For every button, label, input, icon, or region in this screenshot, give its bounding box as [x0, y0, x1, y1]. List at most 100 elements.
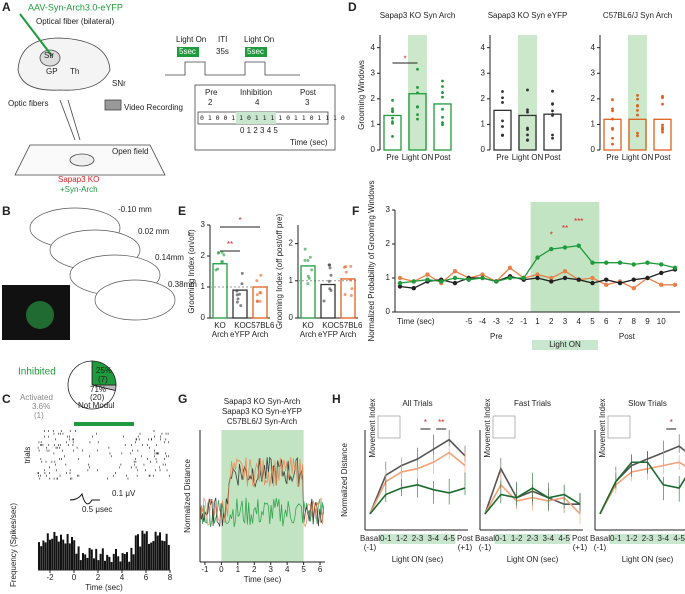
light-box: [532, 340, 598, 350]
x-tick-label: 10: [657, 317, 666, 326]
hist-bar: [42, 540, 45, 570]
x-tick-label: KO Arch: [212, 321, 228, 339]
point: [240, 271, 244, 275]
point: [661, 94, 664, 98]
y-tick-label: 0: [481, 145, 486, 154]
point: [441, 115, 444, 119]
bits: 0 1 0 0 1 1 0 1 1 1 1 0 1 1 0 1 1 1 0: [200, 114, 345, 122]
point: [617, 280, 623, 286]
point: [611, 109, 614, 113]
x-tick-label: 1-2: [396, 534, 408, 543]
point: [501, 101, 504, 104]
x-tick-label: 0-1: [380, 534, 392, 543]
point: [631, 277, 636, 282]
point: [526, 133, 529, 137]
hist-bar: [73, 540, 76, 570]
y-tick-label: 2: [371, 94, 376, 103]
x-label: Light ON (sec): [507, 555, 559, 564]
x-tick-label: Light ON: [512, 153, 544, 162]
y-tick-label: 0: [371, 145, 376, 154]
point: [526, 126, 529, 130]
hist-bar: [167, 544, 170, 570]
y-tick-label: 0: [201, 313, 206, 322]
significance: *: [238, 216, 241, 225]
hist-bar: [108, 556, 111, 570]
inset-label: Movement Index: [598, 398, 607, 457]
x-tick-label: Post: [654, 153, 671, 162]
x-label: Time (sec): [244, 575, 282, 584]
point: [416, 67, 419, 71]
point: [562, 245, 568, 250]
significance: **: [562, 224, 568, 233]
hist-bar: [55, 535, 58, 570]
point: [535, 272, 540, 277]
point: [441, 107, 444, 111]
pie-label: Activated: [20, 393, 53, 402]
x-label: Time (sec): [397, 317, 435, 326]
bar: [543, 113, 562, 151]
point: [216, 251, 220, 255]
pie-value-label: 3.6%: [32, 402, 50, 411]
point: [551, 113, 554, 116]
hist-bar: [93, 558, 95, 570]
point: [235, 289, 239, 293]
level: -0.10 mm: [118, 205, 152, 214]
x-tick-label: 2-3: [642, 534, 654, 543]
y-tick-label: 0: [591, 145, 596, 154]
legend-entry: Sapap3 KO Syn-Arch: [224, 397, 300, 406]
point: [549, 275, 554, 281]
point: [590, 275, 595, 281]
y-tick-label: 3: [386, 205, 391, 214]
point: [661, 123, 664, 127]
y-tick-label: 4: [371, 43, 376, 52]
y-label: Normalized Probability of Grooming Windo…: [367, 181, 376, 342]
x-tick-label: 8: [168, 573, 173, 582]
point: [501, 90, 504, 93]
point: [590, 260, 595, 265]
point: [259, 273, 263, 277]
point: [480, 272, 485, 277]
hist-bar: [49, 539, 51, 570]
light-box: [609, 534, 685, 544]
y-tick-label: 1: [591, 120, 596, 129]
label: 71%: [90, 385, 106, 394]
light-on: Light On: [176, 35, 206, 44]
hist-bar: [79, 560, 82, 570]
hist-bar: [68, 543, 71, 570]
raster-label: trials: [23, 447, 32, 464]
x-tick-label: -1: [520, 317, 528, 326]
x-tick-label: -3: [493, 317, 501, 326]
x-tick-label: 0-1: [495, 534, 507, 543]
pre: Pre: [490, 332, 503, 341]
chart-title: Sapap3 KO Syn Arch: [380, 11, 456, 20]
y-tick-label: 2: [201, 251, 206, 260]
hist-bar: [88, 547, 91, 570]
x-label: Light ON (sec): [392, 555, 444, 564]
y-label: Grooming Windows: [357, 60, 366, 130]
point: [576, 243, 581, 248]
bar: [493, 109, 512, 151]
significance: ***: [574, 217, 583, 226]
point: [611, 142, 614, 146]
hist-bar: [104, 560, 106, 570]
hist-bar: [86, 557, 89, 570]
region: GP: [46, 67, 58, 76]
point: [303, 258, 307, 262]
hist-bar: [71, 536, 73, 570]
point: [222, 253, 226, 257]
point: [636, 131, 639, 135]
hist-bar: [163, 541, 166, 570]
point: [221, 260, 225, 264]
point: [631, 286, 636, 291]
light-bar: [74, 422, 134, 426]
point: [441, 121, 444, 125]
x-tick-label: -5: [465, 317, 473, 326]
point: [235, 300, 239, 304]
point: [397, 280, 403, 286]
light-shade: [221, 430, 304, 562]
point: [672, 265, 678, 270]
point: [238, 292, 242, 296]
hist-bar: [119, 561, 122, 570]
hist-bar: [115, 548, 117, 570]
x-tick-label: 2-3: [412, 534, 424, 543]
